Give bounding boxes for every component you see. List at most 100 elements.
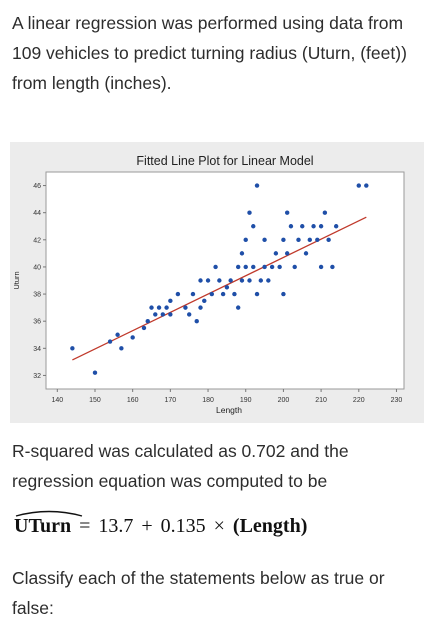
x-tick-label: 200: [278, 397, 290, 404]
data-point: [156, 305, 162, 310]
data-point: [175, 291, 181, 297]
y-tick-label: 46: [33, 183, 41, 190]
data-point: [281, 237, 286, 243]
data-point: [217, 278, 222, 283]
x-tick-label: 230: [391, 397, 403, 404]
regression-equation: UTurn = 13.7 +0.135 × (Length): [14, 510, 308, 538]
data-point: [330, 264, 335, 270]
data-point: [198, 305, 203, 310]
x-tick-label: 160: [127, 397, 139, 404]
data-point: [194, 318, 199, 324]
data-point: [115, 332, 120, 337]
data-point: [243, 264, 248, 270]
data-point: [235, 305, 241, 310]
data-point: [213, 264, 218, 270]
data-point: [307, 237, 312, 243]
data-point: [300, 224, 305, 229]
data-point: [153, 312, 158, 317]
data-point: [107, 339, 113, 344]
data-point: [220, 291, 226, 297]
x-axis-label: Length: [216, 405, 242, 415]
data-point: [296, 237, 301, 243]
data-point: [92, 370, 98, 375]
data-point: [202, 298, 207, 304]
data-point: [284, 251, 290, 256]
x-tick-label: 210: [315, 397, 327, 404]
data-point: [303, 251, 309, 256]
data-point: [141, 325, 147, 331]
data-point: [322, 210, 328, 215]
data-point: [326, 237, 331, 243]
data-point: [209, 291, 215, 297]
data-point: [149, 305, 154, 310]
data-point: [269, 264, 275, 270]
r-squared-paragraph: R-squared was calculated as 0.702 and th…: [12, 441, 349, 491]
data-point: [288, 224, 294, 229]
equation-slope: 0.135: [160, 515, 206, 537]
data-point: [228, 278, 233, 283]
y-tick-label: 38: [33, 292, 41, 299]
equation-equals: =: [79, 515, 91, 537]
data-point: [164, 305, 169, 310]
data-point: [145, 318, 150, 324]
data-point: [281, 291, 286, 297]
hat-icon: [15, 510, 83, 517]
data-point: [318, 264, 324, 270]
data-point: [190, 291, 196, 297]
x-tick-label: 180: [202, 397, 214, 404]
equation-intercept: 13.7: [98, 515, 134, 537]
data-point: [262, 264, 267, 270]
data-point: [292, 264, 297, 270]
equation-lhs: UTurn: [14, 515, 72, 537]
data-point: [168, 298, 173, 304]
data-point: [205, 278, 211, 283]
data-point: [70, 346, 75, 351]
y-tick-label: 36: [33, 319, 41, 326]
equation-times: ×: [213, 515, 225, 537]
intro-paragraph: A linear regression was performed using …: [12, 13, 407, 93]
x-tick-label: 150: [89, 397, 101, 404]
y-tick-label: 40: [33, 264, 41, 271]
data-point: [251, 264, 256, 270]
data-point: [318, 224, 324, 229]
fitted-line-plot: Fitted Line Plot for Linear Model 140 150 1…: [10, 142, 424, 423]
data-point: [364, 183, 369, 188]
data-point: [356, 183, 361, 188]
x-tick-label: 140: [51, 397, 63, 404]
y-tick-label: 34: [33, 346, 41, 353]
y-axis-label: Uturn: [12, 271, 21, 289]
data-point: [311, 224, 316, 229]
y-tick-label: 42: [33, 237, 41, 244]
data-point: [333, 224, 339, 229]
data-point: [224, 285, 230, 290]
data-point: [247, 278, 252, 283]
classify-paragraph: Classify each of the statements below as…: [12, 568, 385, 618]
data-point: [243, 237, 248, 243]
plot-svg: Fitted Line Plot for Linear Model 140 150 1…: [12, 154, 405, 415]
data-point: [273, 251, 279, 256]
equation-predictor: (Length): [232, 515, 308, 537]
data-point: [130, 335, 135, 340]
data-point: [168, 312, 173, 317]
x-tick-label: 220: [353, 397, 365, 404]
data-point: [277, 264, 282, 270]
data-point: [251, 224, 256, 229]
data-point: [239, 251, 245, 256]
x-tick-label: 190: [240, 397, 252, 404]
plot-area: [45, 171, 405, 390]
data-point: [247, 210, 252, 215]
data-point: [284, 210, 290, 215]
data-point: [266, 278, 271, 283]
x-tick-label: 170: [165, 397, 177, 404]
equation-plus: +: [141, 515, 153, 537]
uturn-hat: UTurn: [14, 510, 83, 538]
data-point: [187, 312, 192, 317]
y-tick-label: 32: [33, 373, 41, 380]
data-point: [183, 305, 188, 310]
data-point: [119, 346, 124, 351]
data-point: [239, 278, 245, 283]
data-point: [254, 291, 260, 297]
data-point: [198, 278, 203, 283]
data-point: [254, 183, 260, 188]
data-point: [315, 237, 320, 243]
